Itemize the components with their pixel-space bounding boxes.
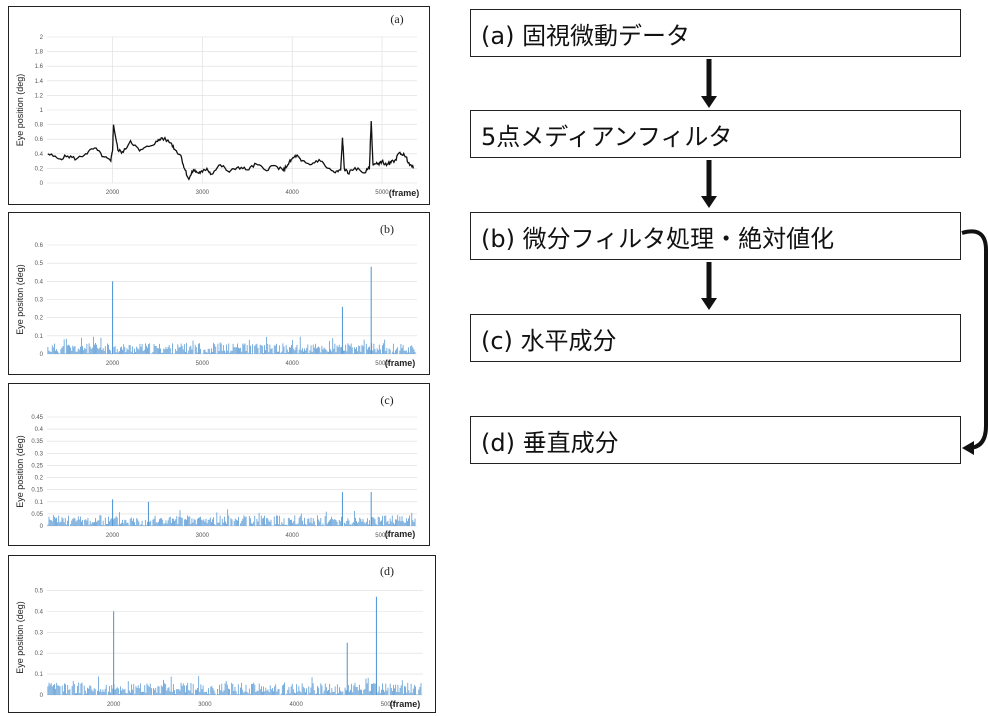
y-tick-label: 1: [40, 108, 44, 114]
y-axis-label: Eye position (deg): [15, 435, 25, 508]
y-tick-label: 0.15: [31, 488, 43, 494]
y-tick-label: 0.5: [35, 261, 44, 267]
down-arrow-icon: [701, 160, 717, 208]
series-line: [47, 120, 415, 181]
y-tick-label: 0.4: [35, 279, 44, 285]
y-tick-label: 0.8: [35, 123, 44, 129]
x-axis-label: (frame): [385, 529, 416, 539]
x-tick-label: 5000: [196, 361, 210, 367]
chart-panel-d: 0 0.1 0.2 0.3 0.4 0.5 2000 3000 4000 5000 Eye posi…: [8, 555, 436, 713]
flow-step-horizontal-component: (c) 水平成分: [470, 314, 961, 362]
flow-step-vertical-component: (d) 垂直成分: [470, 416, 961, 464]
chart-b: 0 0.1 0.2 0.3 0.4 0.5 0.6 2000 5000 4000 5000 Eye p…: [15, 222, 417, 368]
y-tick-label: 0.45: [31, 415, 43, 421]
flow-step-median-filter: 5点メディアンフィルタ: [470, 110, 961, 158]
y-tick-label: 0.4: [35, 609, 44, 615]
x-axis-label: (frame): [390, 699, 421, 709]
flow-step-label: (d) 垂直成分: [481, 428, 619, 457]
y-tick-label: 0.4: [35, 427, 44, 433]
chart-d: 0 0.1 0.2 0.3 0.4 0.5 2000 3000 4000 5000 Eye posi…: [15, 564, 423, 709]
y-tick-label: 1.8: [35, 50, 44, 56]
y-tick-label: 0.6: [35, 137, 44, 143]
y-tick-label: 0.3: [35, 298, 44, 304]
x-tick-label: 4000: [285, 361, 299, 367]
x-axis-label: (frame): [385, 358, 416, 368]
y-tick-label: 0.25: [31, 463, 43, 469]
panel-label: (a): [390, 12, 403, 26]
y-tick-label: 0: [40, 181, 44, 187]
y-tick-label: 0.2: [35, 651, 44, 657]
x-axis-label: (frame): [389, 188, 420, 198]
y-tick-label: 0.1: [35, 334, 44, 340]
y-tick-label: 0.6: [35, 243, 44, 249]
x-tick-label: 5000: [375, 533, 389, 539]
panel-label: (b): [380, 222, 394, 236]
y-axis-label: Eye position (deg): [15, 74, 25, 147]
x-tick-label: 3000: [198, 702, 212, 708]
y-tick-label: 0: [40, 524, 44, 530]
y-axis-label: Eye positon (deg): [15, 264, 25, 335]
y-tick-label: 0.2: [35, 316, 44, 322]
y-tick-label: 0.5: [35, 588, 44, 594]
y-tick-label: 0: [40, 693, 44, 699]
y-tick-label: 0: [40, 352, 44, 358]
y-tick-label: 0.4: [35, 152, 44, 158]
chart-panel-a: 0 0.2 0.4 0.6 0.8 1 1.2 1.4 1.6 1.8 2 2000 3000 4000 5…: [8, 6, 430, 205]
y-tick-label: 0.3: [35, 451, 44, 457]
chart-a: 0 0.2 0.4 0.6 0.8 1 1.2 1.4 1.6 1.8 2 2000 3000 4000 5…: [15, 12, 420, 198]
flow-step-label: 5点メディアンフィルタ: [481, 122, 733, 151]
y-tick-label: 2: [40, 35, 44, 41]
y-tick-label: 0.05: [31, 512, 43, 518]
y-tick-label: 0.2: [35, 476, 44, 482]
flow-step-differential-filter: (b) 微分フィルタ処理・絶対値化: [470, 212, 961, 260]
panel-label: (c): [380, 393, 393, 407]
down-arrow-icon: [701, 59, 717, 108]
x-tick-label: 2000: [106, 533, 120, 539]
y-tick-label: 1.4: [35, 79, 44, 85]
chart-c: 0 0.05 0.1 0.15 0.2 0.25 0.3 0.35 0.4 0.45 2000 300…: [15, 393, 417, 539]
x-tick-label: 5000: [375, 361, 389, 367]
x-tick-label: 5000: [375, 190, 389, 196]
y-tick-label: 0.35: [31, 439, 43, 445]
y-tick-label: 0.3: [35, 630, 44, 636]
y-tick-label: 1.2: [35, 93, 44, 99]
chart-panel-c: 0 0.05 0.1 0.15 0.2 0.25 0.3 0.35 0.4 0.45 2000 300…: [8, 383, 430, 546]
flow-step-fixational-eye-movement-data: (a) 固視微動データ: [470, 9, 961, 57]
panel-label: (d): [380, 564, 394, 578]
y-axis-label: Eye position (deg): [15, 601, 25, 674]
x-tick-label: 3000: [196, 533, 210, 539]
y-tick-label: 1.6: [35, 64, 44, 70]
flow-step-label: (b) 微分フィルタ処理・絶対値化: [481, 224, 835, 253]
bracket-arrow-icon: [961, 229, 988, 455]
x-tick-label: 4000: [285, 190, 299, 196]
x-tick-label: 5000: [381, 702, 395, 708]
x-tick-label: 2000: [107, 702, 121, 708]
x-tick-label: 2000: [106, 361, 120, 367]
down-arrow-icon: [701, 262, 717, 310]
flow-step-label: (c) 水平成分: [481, 326, 617, 355]
x-tick-label: 2000: [106, 190, 120, 196]
y-tick-label: 0.1: [35, 500, 44, 506]
x-tick-label: 4000: [289, 702, 303, 708]
y-tick-label: 0.2: [35, 166, 44, 172]
y-tick-label: 0.1: [35, 672, 44, 678]
x-tick-label: 3000: [196, 190, 210, 196]
chart-panel-b: 0 0.1 0.2 0.3 0.4 0.5 0.6 2000 5000 4000 5000 Eye p…: [8, 212, 430, 375]
x-tick-label: 4000: [285, 533, 299, 539]
flow-step-label: (a) 固視微動データ: [481, 21, 691, 50]
